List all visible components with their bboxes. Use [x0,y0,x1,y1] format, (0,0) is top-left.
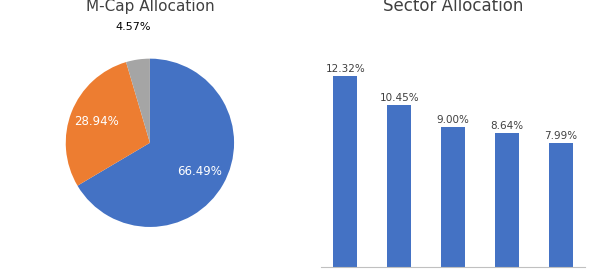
Bar [549,143,573,267]
Text: 7.99%: 7.99% [545,131,577,141]
Title: M-Cap Allocation: M-Cap Allocation [86,0,214,14]
Bar [333,76,358,267]
Wedge shape [66,62,150,186]
Wedge shape [126,59,150,143]
Text: 4.57%: 4.57% [115,22,151,32]
Text: 9.00%: 9.00% [437,116,470,125]
Title: Sector Allocation: Sector Allocation [383,0,523,15]
Text: 4.57%: 4.57% [0,271,1,272]
Wedge shape [78,59,234,227]
Bar [495,133,519,267]
Text: 28.94%: 28.94% [74,115,119,128]
Bar [387,105,411,267]
Text: 66.49%: 66.49% [177,165,222,178]
Text: 8.64%: 8.64% [490,121,523,131]
Text: 12.32%: 12.32% [326,64,365,74]
Text: 10.45%: 10.45% [379,93,419,103]
Bar [441,127,465,267]
